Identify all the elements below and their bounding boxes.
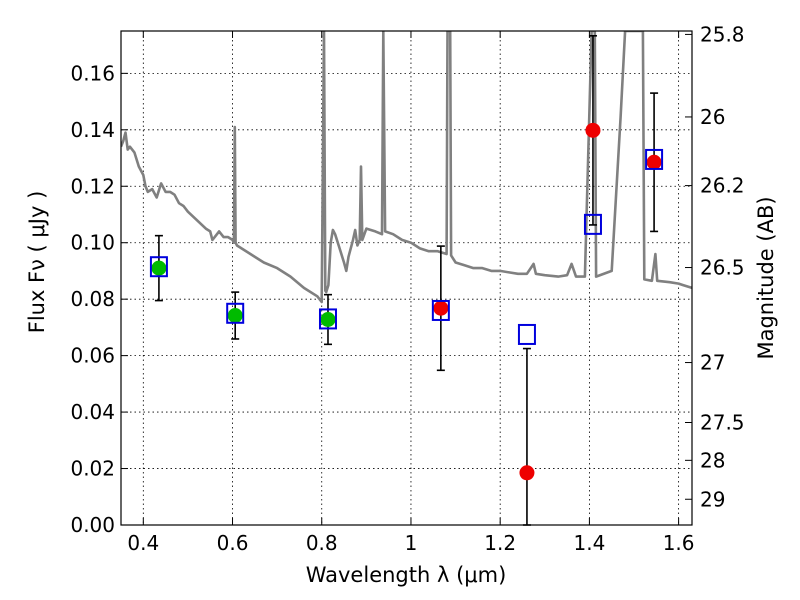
plot-frame: [120, 30, 693, 526]
data-point-circle: [433, 300, 449, 316]
y2-tick-label: 27: [700, 351, 725, 375]
data-point-square: [431, 299, 450, 321]
y2-tick-label: 25.8: [700, 22, 745, 46]
y-tick-label: 0.04: [70, 400, 115, 424]
x-axis-title: Wavelength λ (μm): [306, 563, 507, 587]
x-tick-label: 0.6: [217, 531, 249, 555]
x-tick-label: 1.4: [573, 531, 605, 555]
data-point-square: [517, 323, 536, 345]
y-tick-label: 0.02: [70, 457, 115, 481]
data-point-square: [318, 308, 337, 330]
data-point-square: [645, 148, 664, 170]
spectrum-line: [121, 31, 692, 304]
y-tick-label: 0.10: [70, 231, 115, 255]
y-tick-label: 0.14: [70, 118, 115, 142]
x-tick-label: 1: [405, 531, 418, 555]
y-axis-title: Flux Fν ( μJy ): [25, 191, 49, 334]
y-tick-label: 0.08: [70, 287, 115, 311]
x-tick-label: 1.2: [484, 531, 516, 555]
model-spectrum: [121, 31, 692, 304]
tick-labels: 0.4 0.6 0.8 1 1.2 1.4 1.6 0.00 0.02 0.04 0.06 0.08 0…: [70, 22, 744, 555]
data-markers: [149, 122, 664, 481]
axis-ticks: [121, 31, 692, 526]
data-point-circle: [519, 465, 535, 481]
data-point-circle: [646, 154, 662, 170]
plot-area-background: [121, 31, 692, 525]
y-tick-label: 0.16: [70, 61, 115, 85]
y2-tick-label: 26: [700, 105, 725, 129]
y2-tick-label: 26.5: [700, 256, 745, 280]
data-point-circle: [585, 122, 601, 138]
y2-tick-label: 26.2: [700, 174, 745, 198]
x-tick-label: 0.8: [306, 531, 338, 555]
y2-axis-title: Magnitude (AB): [754, 196, 778, 359]
y2-tick-label: 29: [700, 487, 725, 511]
y-tick-label: 0.12: [70, 174, 115, 198]
data-point-square: [149, 256, 168, 278]
data-point-square: [226, 302, 245, 324]
data-point-square: [583, 213, 602, 235]
y-tick-label: 0.06: [70, 344, 115, 368]
y2-tick-label: 27.5: [700, 411, 745, 435]
data-point-circle: [151, 260, 167, 276]
x-tick-label: 0.4: [127, 531, 159, 555]
y2-tick-label: 28: [700, 448, 725, 472]
data-point-circle: [227, 308, 243, 324]
data-point-circle: [320, 311, 336, 327]
x-tick-label: 1.6: [663, 531, 695, 555]
y-tick-label: 0.00: [70, 513, 115, 537]
